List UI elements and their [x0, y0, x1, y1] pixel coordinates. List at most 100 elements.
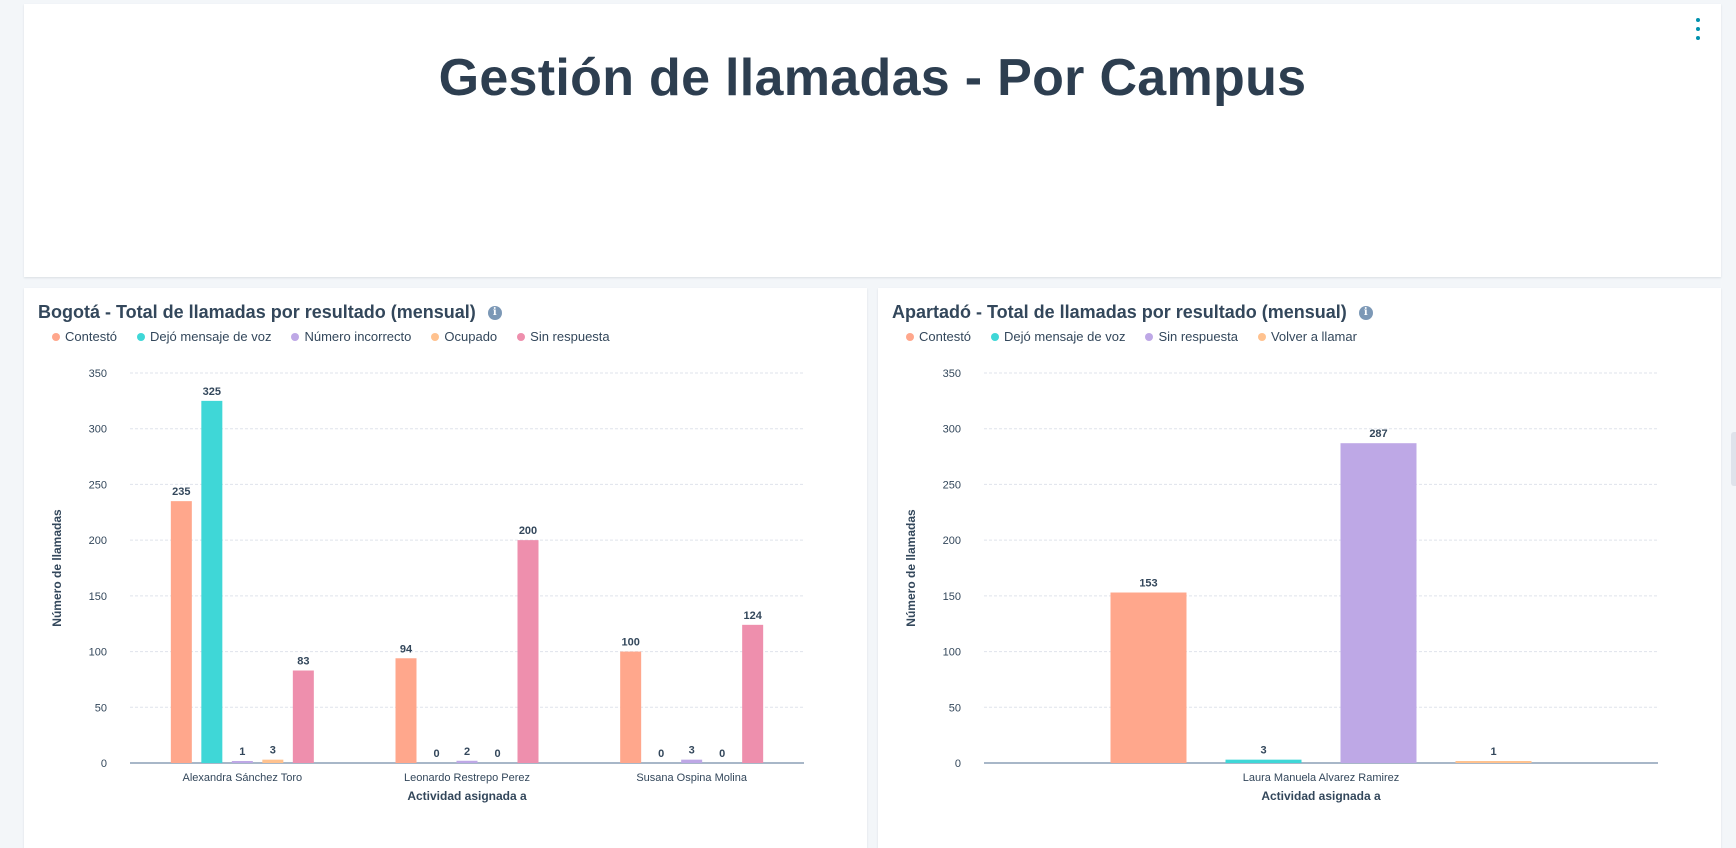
legend-item[interactable]: Sin respuesta: [1145, 329, 1238, 344]
data-label: 200: [519, 525, 537, 537]
legend-label: Sin respuesta: [530, 329, 610, 344]
bar[interactable]: [170, 501, 192, 763]
side-panel-handle[interactable]: [1731, 432, 1736, 486]
y-tick-label: 50: [95, 702, 107, 714]
bar[interactable]: [1455, 761, 1532, 763]
data-label: 1: [239, 746, 245, 758]
data-label: 287: [1369, 428, 1387, 440]
bar[interactable]: [292, 670, 314, 763]
x-tick-label: Susana Ospina Molina: [636, 772, 748, 784]
data-label: 3: [689, 745, 695, 757]
data-label: 100: [621, 637, 639, 649]
legend-label: Dejó mensaje de voz: [150, 329, 272, 344]
legend-label: Número incorrecto: [304, 329, 412, 344]
chart-legend: Contestó Dejó mensaje de voz Sin respuesta…: [906, 329, 1357, 344]
y-tick-label: 250: [89, 479, 107, 491]
legend-dot-icon: [431, 332, 440, 341]
data-label: 0: [719, 748, 725, 760]
bar[interactable]: [517, 540, 539, 763]
legend-label: Volver a llamar: [1270, 329, 1357, 344]
legend-label: Dejó mensaje de voz: [1004, 329, 1126, 344]
bar[interactable]: [1340, 443, 1417, 763]
dashboard-header-card: Gestión de llamadas - Por Campus: [24, 4, 1721, 277]
bar[interactable]: [1225, 759, 1302, 763]
legend-item[interactable]: Contestó: [906, 329, 971, 344]
info-icon[interactable]: i: [1358, 305, 1373, 320]
bar[interactable]: [742, 624, 764, 763]
report-title-text: Bogotá - Total de llamadas por resultado…: [38, 302, 476, 322]
report-card-bogota: Bogotá - Total de llamadas por resultado…: [24, 288, 867, 848]
y-tick-label: 100: [89, 647, 107, 659]
y-tick-label: 0: [955, 758, 961, 770]
report-title: Apartadó - Total de llamadas por resulta…: [892, 302, 1373, 323]
data-label: 325: [203, 386, 221, 398]
data-label: 83: [297, 656, 309, 668]
legend-item[interactable]: Dejó mensaje de voz: [137, 329, 271, 344]
data-label: 0: [433, 748, 439, 760]
x-tick-label: Alexandra Sánchez Toro: [183, 772, 303, 784]
x-tick-label: Laura Manuela Alvarez Ramirez: [1243, 772, 1400, 784]
y-tick-label: 150: [89, 591, 107, 603]
y-tick-label: 200: [943, 535, 961, 547]
data-label: 235: [172, 486, 190, 498]
legend-item[interactable]: Ocupado: [431, 329, 497, 344]
y-axis-label: Número de llamadas: [50, 509, 64, 627]
data-label: 0: [658, 748, 664, 760]
bar[interactable]: [456, 760, 478, 763]
legend-label: Ocupado: [444, 329, 498, 344]
y-tick-label: 150: [943, 591, 961, 603]
info-icon[interactable]: i: [487, 305, 502, 320]
bar[interactable]: [1110, 592, 1187, 763]
legend-item[interactable]: Volver a llamar: [1257, 329, 1357, 344]
legend-dot-icon: [991, 332, 1000, 341]
y-tick-label: 300: [943, 424, 961, 436]
y-axis-label: Número de llamadas: [904, 509, 918, 627]
chart-legend: Contestó Dejó mensaje de voz Número incorr…: [52, 329, 610, 344]
report-card-apartado: Apartadó - Total de llamadas por resulta…: [878, 288, 1721, 848]
bar[interactable]: [395, 658, 417, 763]
y-tick-label: 0: [101, 758, 107, 770]
y-tick-label: 100: [943, 647, 961, 659]
legend-dot-icon: [1257, 332, 1266, 341]
x-tick-label: Leonardo Restrepo Perez: [404, 772, 530, 784]
legend-item[interactable]: Dejó mensaje de voz: [991, 329, 1125, 344]
y-tick-label: 50: [949, 702, 961, 714]
bar[interactable]: [681, 759, 703, 763]
legend-dot-icon: [52, 332, 60, 341]
y-tick-label: 200: [89, 535, 107, 547]
bar[interactable]: [231, 761, 253, 763]
bar[interactable]: [262, 759, 284, 763]
legend-dot-icon: [517, 332, 526, 341]
legend-dot-icon: [137, 332, 146, 341]
x-axis-label: Actividad asignada a: [407, 789, 527, 803]
report-title: Bogotá - Total de llamadas por resultado…: [38, 302, 502, 323]
legend-dot-icon: [291, 332, 300, 341]
data-label: 0: [494, 748, 500, 760]
bar[interactable]: [201, 400, 223, 763]
y-tick-label: 250: [943, 479, 961, 491]
data-label: 124: [743, 610, 762, 622]
data-label: 3: [1260, 745, 1266, 757]
more-options-icon[interactable]: [1693, 18, 1703, 40]
data-label: 153: [1139, 578, 1157, 590]
legend-item[interactable]: Número incorrecto: [291, 329, 411, 344]
data-label: 3: [270, 745, 276, 757]
bar-chart-apartado: 0 50 100 150 200 250 300 350 Número de llamadas 1…: [904, 368, 1658, 803]
y-tick-label: 300: [89, 424, 107, 436]
legend-label: Sin respuesta: [1158, 329, 1238, 344]
legend-item[interactable]: Sin respuesta: [517, 329, 610, 344]
y-tick-label: 350: [89, 368, 107, 380]
dashboard-title: Gestión de llamadas - Por Campus: [438, 49, 1307, 107]
report-title-text: Apartadó - Total de llamadas por resulta…: [892, 302, 1347, 322]
legend-label: Contestó: [919, 329, 972, 344]
data-label: 1: [1490, 746, 1496, 758]
legend-item[interactable]: Contestó: [52, 329, 117, 344]
x-axis-label: Actividad asignada a: [1261, 789, 1381, 803]
data-label: 2: [464, 746, 470, 758]
y-tick-label: 350: [943, 368, 961, 380]
bar[interactable]: [620, 651, 642, 763]
legend-label: Contestó: [65, 329, 118, 344]
legend-dot-icon: [906, 332, 914, 341]
legend-dot-icon: [1145, 332, 1154, 341]
